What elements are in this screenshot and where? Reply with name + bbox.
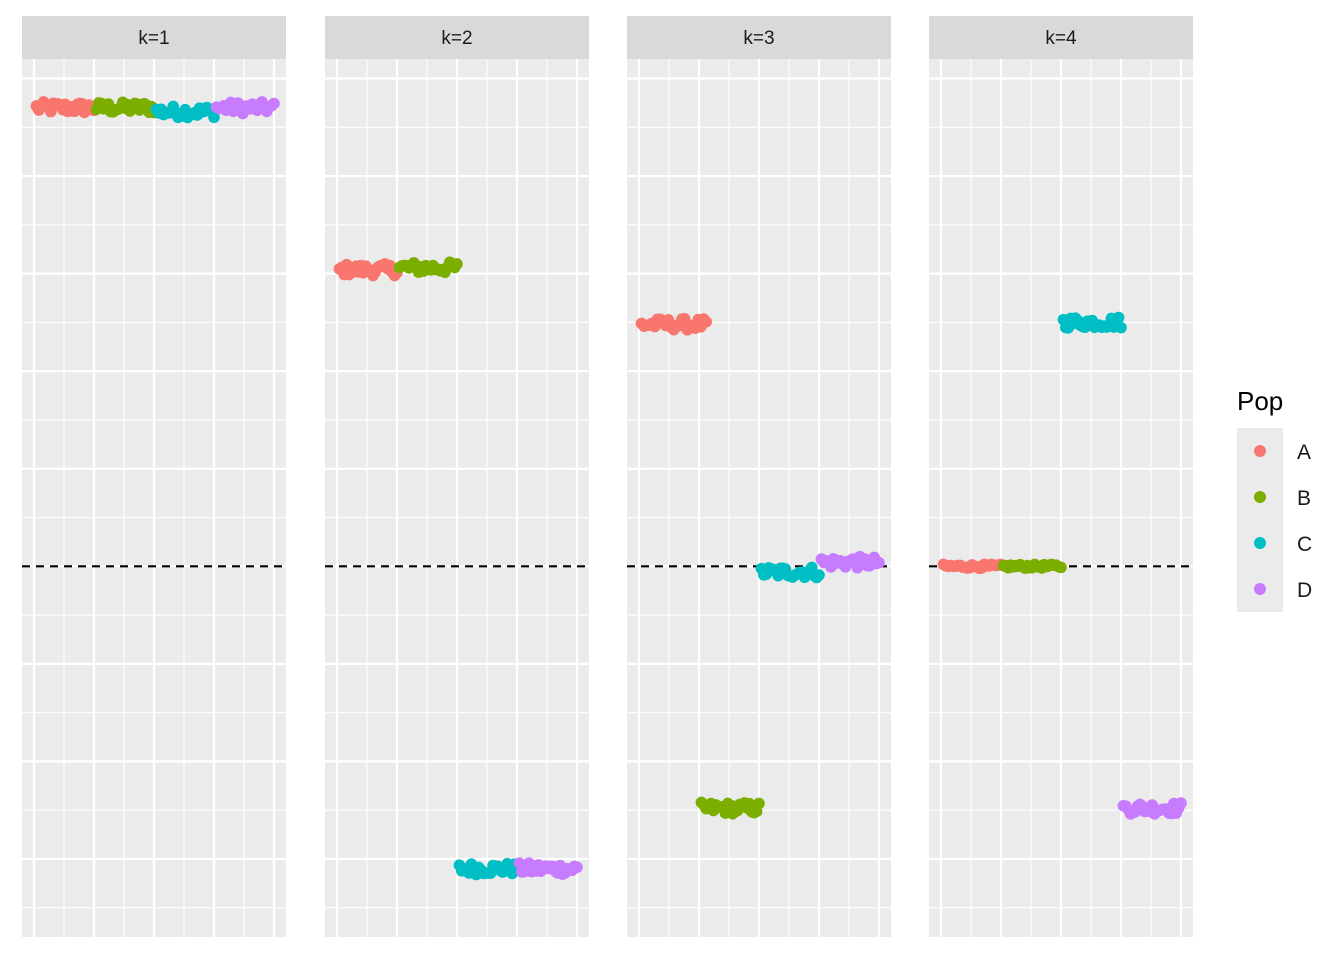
legend-key-c xyxy=(1254,537,1266,549)
data-point-c xyxy=(813,569,825,581)
data-point-c xyxy=(1112,311,1125,324)
data-point-c xyxy=(1115,321,1127,334)
data-point-b xyxy=(451,258,463,270)
legend-key-b xyxy=(1254,491,1266,503)
facet-panel-3: k=3 xyxy=(627,16,891,937)
facet-strip xyxy=(929,16,1193,59)
legend-label-b: B xyxy=(1297,487,1311,510)
data-point-a xyxy=(700,316,712,328)
data-point-d xyxy=(268,97,280,110)
facet-strip xyxy=(325,16,589,59)
facet-strip xyxy=(627,16,891,59)
legend-key-a xyxy=(1254,445,1266,457)
legend-label-c: C xyxy=(1297,533,1312,556)
facet-panel-2: k=2 xyxy=(325,16,589,937)
legend-key-d xyxy=(1254,583,1266,595)
data-point-d xyxy=(571,861,583,874)
legend-label-a: A xyxy=(1297,441,1311,464)
facet-strip xyxy=(22,16,286,59)
data-point-b xyxy=(1055,561,1067,574)
facet-strip-label: k=3 xyxy=(743,28,774,49)
facet-panel-4: k=4 xyxy=(929,16,1193,937)
data-point-c xyxy=(208,111,220,124)
data-point-d xyxy=(873,556,885,569)
facet-panel-1: k=1 xyxy=(22,16,286,937)
facet-strip-label: k=4 xyxy=(1045,28,1077,49)
facet-strip-label: k=1 xyxy=(138,28,169,49)
data-point-b xyxy=(753,797,765,810)
data-point-d xyxy=(1175,797,1187,809)
legend-key-background xyxy=(1237,428,1283,612)
legend-title: Pop xyxy=(1237,386,1283,416)
legend-label-d: D xyxy=(1297,579,1312,602)
data-point-d xyxy=(851,561,864,574)
facet-strip-label: k=2 xyxy=(441,28,472,49)
